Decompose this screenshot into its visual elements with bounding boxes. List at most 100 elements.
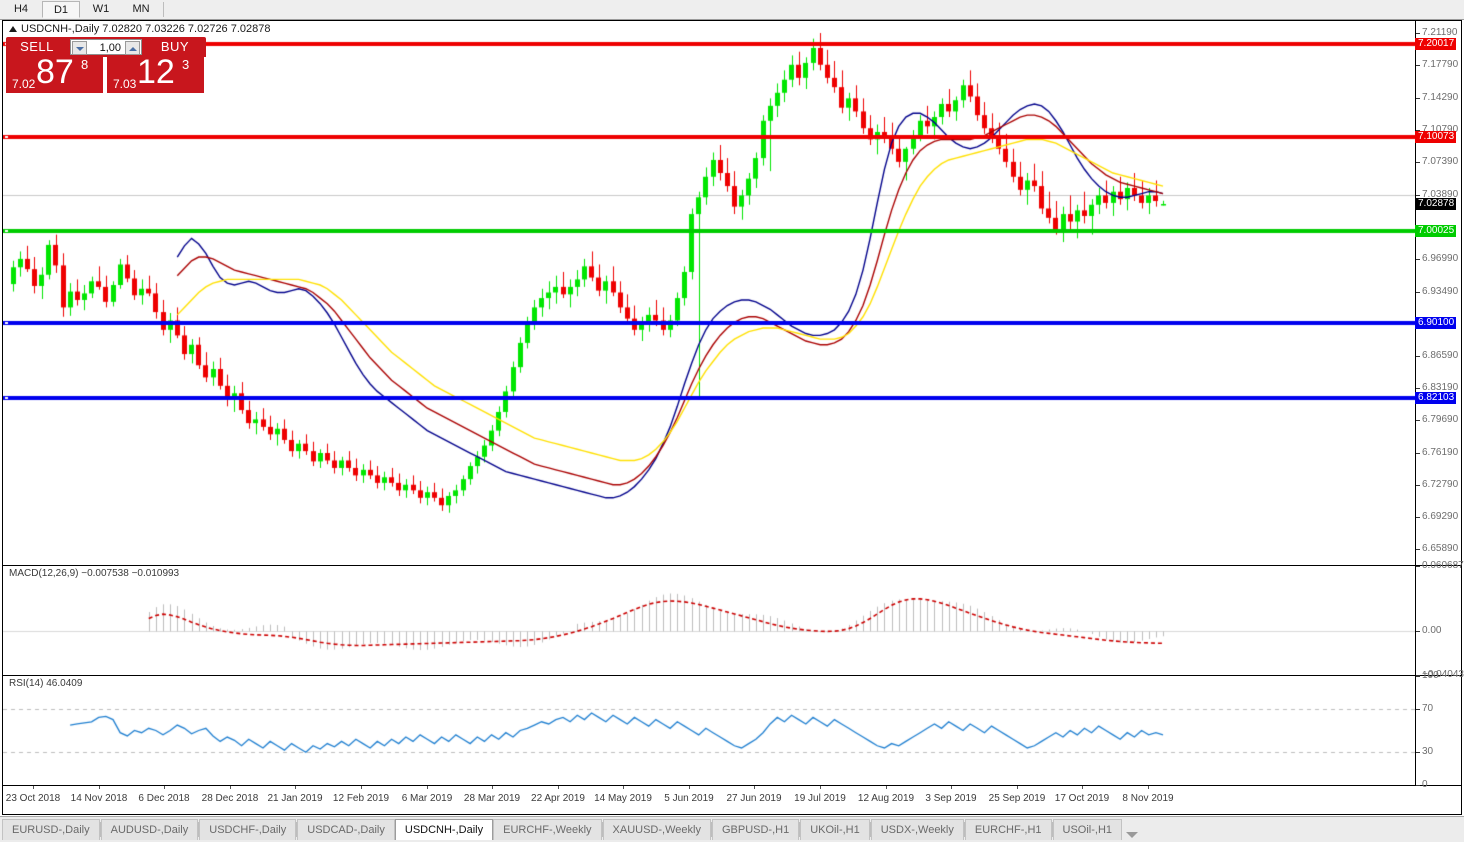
date-axis-label: 19 Jul 2019 (794, 793, 846, 804)
date-axis-label: 25 Sep 2019 (988, 793, 1046, 804)
scale-tick-label: 7.21190 (1422, 27, 1458, 38)
volume-input[interactable]: 1,00 (70, 39, 142, 55)
current-price-label[interactable]: 7.02878 (1415, 198, 1457, 210)
timeframe-d1[interactable]: D1 (42, 1, 80, 18)
date-tick (492, 786, 493, 789)
chart-title: USDCNH-,Daily 7.02820 7.03226 7.02726 7.… (9, 23, 271, 35)
date-axis-label: 5 Jun 2019 (664, 793, 714, 804)
tab-separator (99, 822, 101, 837)
scale-tick-label: 7.07390 (1422, 156, 1459, 167)
volume-value: 1,00 (99, 42, 121, 54)
date-tick (1082, 786, 1083, 789)
chart-tab-bar[interactable]: EURUSD-,Daily AUDUSD-,Daily USDCHF-,Daily U… (0, 816, 1464, 842)
scale-tick (1416, 388, 1420, 389)
volume-field-wrap: 1,00 (68, 37, 144, 57)
date-axis-label: 6 Dec 2018 (138, 793, 190, 804)
price-pane[interactable]: USDCNH-,Daily 7.02820 7.03226 7.02726 7.… (3, 21, 1461, 565)
scale-tick (1416, 259, 1420, 260)
chart-tab-usdchf--daily[interactable]: USDCHF-,Daily (199, 819, 297, 840)
macd-scale-tick (1416, 631, 1420, 632)
scroll-indicator-icon (1126, 832, 1138, 838)
level-price-label[interactable]: 7.00025 (1415, 225, 1457, 237)
collapse-triangle-icon[interactable] (9, 26, 17, 33)
timeframe-mn[interactable]: MN (132, 3, 150, 15)
sell-price-big: 87 (36, 57, 74, 91)
date-axis: 23 Oct 2018 14 Nov 2018 6 Dec 2018 28 Dec 2… (3, 785, 1461, 814)
date-axis-label: 17 Oct 2019 (1054, 793, 1110, 804)
date-axis-label: 12 Feb 2019 (332, 793, 390, 804)
chart-tab-usdx--weekly[interactable]: USDX-,Weekly (870, 819, 964, 840)
sell-button[interactable]: SELL (6, 37, 68, 57)
chart-tab-audusd--daily[interactable]: AUDUSD-,Daily (100, 819, 199, 840)
date-axis-label: 28 Mar 2019 (463, 793, 521, 804)
date-axis-label: 27 Jun 2019 (726, 793, 782, 804)
scale-tick (1416, 292, 1420, 293)
chart-tab-eurchf--weekly[interactable]: EURCHF-,Weekly (493, 819, 602, 840)
chart-tab-ukoil--h1[interactable]: UKOil-,H1 (800, 819, 870, 840)
chart-tab-eurusd--daily[interactable]: EURUSD-,Daily (2, 819, 100, 840)
rsi-label: RSI(14) 46.0409 (9, 678, 83, 689)
chart-tab-gbpusd--h1[interactable]: GBPUSD-,H1 (711, 819, 800, 840)
macd-scale-label: −0.040438 (1422, 669, 1464, 680)
chart-tab-usdcnh--daily[interactable]: USDCNH-,Daily (394, 819, 494, 840)
buy-price-display[interactable]: 7.03 12 3 (107, 57, 204, 93)
level-price-label[interactable]: 7.20017 (1415, 38, 1457, 50)
date-tick (427, 786, 428, 789)
rsi-pane[interactable]: RSI(14) 46.0409 (3, 675, 1461, 785)
scale-tick (1416, 130, 1420, 131)
macd-canvas (3, 566, 1415, 675)
scale-tick-label: 7.10790 (1422, 124, 1459, 135)
sell-price-sup: 8 (81, 57, 89, 72)
date-axis-label: 8 Nov 2019 (1122, 793, 1174, 804)
timeframe-h4[interactable]: H4 (13, 3, 29, 15)
chart-frame[interactable]: USDCNH-,Daily 7.02820 7.03226 7.02726 7.… (2, 20, 1464, 815)
date-axis-label: 3 Sep 2019 (925, 793, 977, 804)
chart-tab-usdcad--daily[interactable]: USDCAD-,Daily (297, 819, 395, 840)
scale-tick-label: 6.83190 (1422, 382, 1459, 393)
scale-tick-label: 7.17790 (1422, 59, 1459, 70)
date-tick (164, 786, 165, 789)
one-click-header: SELL 1,00 BUY (6, 37, 206, 57)
one-click-trading-panel[interactable]: SELL 1,00 BUY 7.02 87 (6, 37, 206, 93)
date-axis-label: 28 Dec 2018 (201, 793, 259, 804)
date-tick (361, 786, 362, 789)
scale-tick (1416, 98, 1420, 99)
timeframe-w1[interactable]: W1 (92, 3, 110, 15)
level-price-label[interactable]: 7.10073 (1415, 131, 1457, 143)
toolbar-separator (163, 2, 164, 17)
tab-separator (296, 822, 298, 837)
volume-increment-button[interactable] (125, 41, 140, 55)
macd-pane[interactable]: MACD(12,26,9) −0.007538 −0.010993 (3, 565, 1461, 675)
rsi-scale-label: 30 (1422, 746, 1434, 757)
date-axis-label: 6 Mar 2019 (401, 793, 453, 804)
scale-tick-label: 6.69290 (1422, 511, 1459, 522)
buy-price-prefix: 7.03 (113, 77, 137, 91)
date-tick (623, 786, 624, 789)
chart-tab-usoil--h1[interactable]: USOil-,H1 (1052, 819, 1123, 840)
scale-tick (1416, 549, 1420, 550)
chart-tab-xauusd--weekly[interactable]: XAUUSD-,Weekly (602, 819, 711, 840)
date-tick (295, 786, 296, 789)
date-tick (230, 786, 231, 789)
scale-tick (1416, 453, 1420, 454)
date-tick (689, 786, 690, 789)
volume-decrement-button[interactable] (72, 41, 87, 55)
level-price-label[interactable]: 6.90100 (1415, 317, 1457, 329)
value-scale[interactable]: 7.21190 7.17790 7.14290 7.10790 7.07390 7.038… (1415, 21, 1464, 790)
sell-price-display[interactable]: 7.02 87 8 (6, 57, 103, 93)
level-price-label[interactable]: 6.82103 (1415, 392, 1457, 404)
date-tick (820, 786, 821, 789)
chart-tab-eurchf--h1[interactable]: EURCHF-,H1 (964, 819, 1052, 840)
rsi-scale-tick (1416, 785, 1420, 786)
price-canvas[interactable] (3, 21, 1415, 565)
timeframe-toolbar: H4 D1 W1 MN (0, 0, 1464, 20)
date-tick (886, 786, 887, 789)
scale-tick (1416, 65, 1420, 66)
buy-button[interactable]: BUY (144, 37, 206, 57)
tab-separator (601, 822, 603, 837)
date-tick (99, 786, 100, 789)
rsi-scale-label: 100 (1422, 670, 1439, 681)
scale-tick (1416, 517, 1420, 518)
macd-scale-tick (1416, 675, 1420, 676)
